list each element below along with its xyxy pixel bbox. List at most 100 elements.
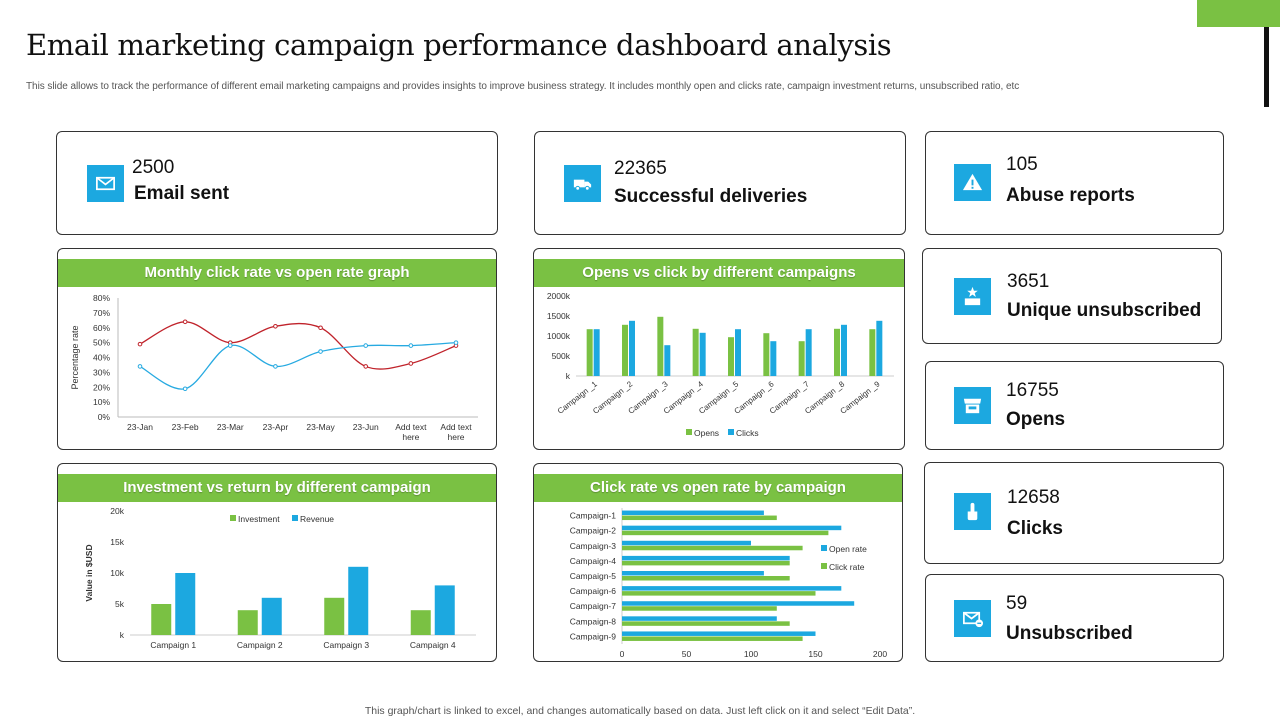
bar-investment [410,610,431,635]
y-tick-label: 1000k [547,331,571,341]
bar-click-rate [622,560,790,566]
y-tick-label: 70% [93,308,110,318]
kpi-value: 105 [1006,154,1038,175]
kpi-value: 2500 [132,157,175,178]
y-tick-label: Campaign-1 [570,511,617,521]
kpi-card-unique-unsubscribed: 3651 Unique unsubscribed [922,248,1222,344]
x-tick-label: 23-Jun [353,422,379,432]
bar-click-rate [622,530,829,536]
y-tick-label: 20k [110,506,124,516]
monthly-rate-line-chart: 0% 10% 20% 30% 40% 50% 60% 70% 80% 23-Jan 23-Feb 23… [70,293,478,442]
legend-label: Revenue [300,514,334,524]
y-tick-label: Campaign-5 [570,571,617,581]
x-tick-label: Campaign 3 [323,640,369,650]
legend-swatch [821,563,827,569]
kpi-label: Clicks [1007,518,1063,539]
data-point [137,364,143,369]
bar-click-rate [622,606,777,611]
warning-icon [954,164,991,201]
legend-swatch [728,429,734,435]
x-tick-label: Campaign _9 [839,379,882,416]
bar-open-rate [622,631,816,636]
y-tick-label: Campaign-7 [570,601,617,611]
bar-clicks [629,320,635,376]
y-tick-label: 40% [93,353,110,363]
bar-opens [657,316,664,376]
legend-swatch [292,515,298,521]
footer-note: This graph/chart is linked to excel, and… [364,705,916,717]
bar-open-rate [622,586,842,591]
panel-investment-return: Investment vs return by different campai… [57,463,497,662]
legend-label: Click rate [829,562,865,572]
bar-revenue [261,597,282,635]
bar-open-rate [622,555,790,561]
kpi-value: 3651 [1007,271,1050,292]
kpi-card-email-sent: 2500 Email sent [56,131,498,235]
legend-swatch [686,429,692,435]
y-tick-label: 15k [110,537,124,547]
y-tick-label: k [566,371,571,381]
kpi-card-opens: 16755 Opens [925,361,1224,450]
bar-click-rate [622,545,803,551]
x-tick-label: Campaign 1 [150,640,196,650]
x-tick-label: 23-Feb [172,422,199,432]
open-shop-icon [954,387,991,424]
bar-opens [834,328,840,376]
kpi-value: 16755 [1006,380,1059,401]
y-tick-label: 80% [93,293,110,303]
y-tick-label: 5k [115,599,125,609]
y-tick-label: 1500k [547,311,571,321]
bar-revenue [175,573,196,635]
y-tick-label: 0% [98,412,111,422]
y-tick-label: 10% [93,397,110,407]
y-axis-label: Percentage rate [70,325,80,389]
panel-click-open-by-campaign: Click rate vs open rate by campaign 0 50 1… [533,463,903,662]
x-tick-label: Add text here [395,422,427,442]
panel-monthly-rates: Monthly click rate vs open rate graph 0%… [57,248,497,450]
bar-investment [324,597,345,635]
x-tick-label: 150 [808,649,822,659]
accent-bar [1264,27,1269,107]
kpi-card-clicks: 12658 Clicks [924,462,1224,564]
kpi-card-abuse: 105 Abuse reports [925,131,1224,235]
bar-open-rate [622,540,751,546]
bar-revenue [348,566,369,635]
kpi-label: Unique unsubscribed [1007,300,1202,321]
x-tick-label: Campaign 4 [410,640,456,650]
series-line-1 [139,321,457,370]
bar-investment [151,604,172,635]
kpi-label: Email sent [134,183,230,204]
page-title: Email marketing campaign performance das… [26,28,892,62]
bar-opens [692,328,699,376]
y-tick-label: Campaign-9 [570,631,617,641]
x-tick-label: Add text here [440,422,472,442]
bar-clicks [664,345,671,376]
y-tick-label: Campaign-3 [570,541,617,551]
legend-label: Opens [694,428,719,438]
data-point [227,343,233,348]
x-tick-label: 100 [744,649,758,659]
click-open-hbar-chart: 0 50 100 150 200 Campaign-1 Campaign-2 Campaign… [570,508,887,659]
kpi-value: 22365 [614,158,667,179]
series-line-2 [139,341,457,390]
bar-clicks [841,324,847,376]
page-subtitle: This slide allows to track the performan… [26,81,1020,92]
bar-click-rate [622,621,790,626]
panel-opens-vs-clicks: Opens vs click by different campaigns k 5… [533,248,905,450]
bar-opens [763,333,770,376]
data-point [273,323,278,329]
y-tick-label: 50% [93,338,110,348]
pointer-hand-icon [954,493,991,530]
y-tick-label: 20% [93,382,110,392]
bar-click-rate [622,576,790,581]
bar-clicks [876,320,883,376]
kpi-label: Unsubscribed [1006,623,1133,644]
bar-click-rate [622,515,777,521]
bar-revenue [434,585,455,635]
x-tick-label: 50 [682,649,692,659]
bar-opens [622,324,628,376]
envelope-remove-icon [954,600,991,637]
panel-title: Opens vs click by different campaigns [534,259,904,287]
data-point [408,343,414,348]
